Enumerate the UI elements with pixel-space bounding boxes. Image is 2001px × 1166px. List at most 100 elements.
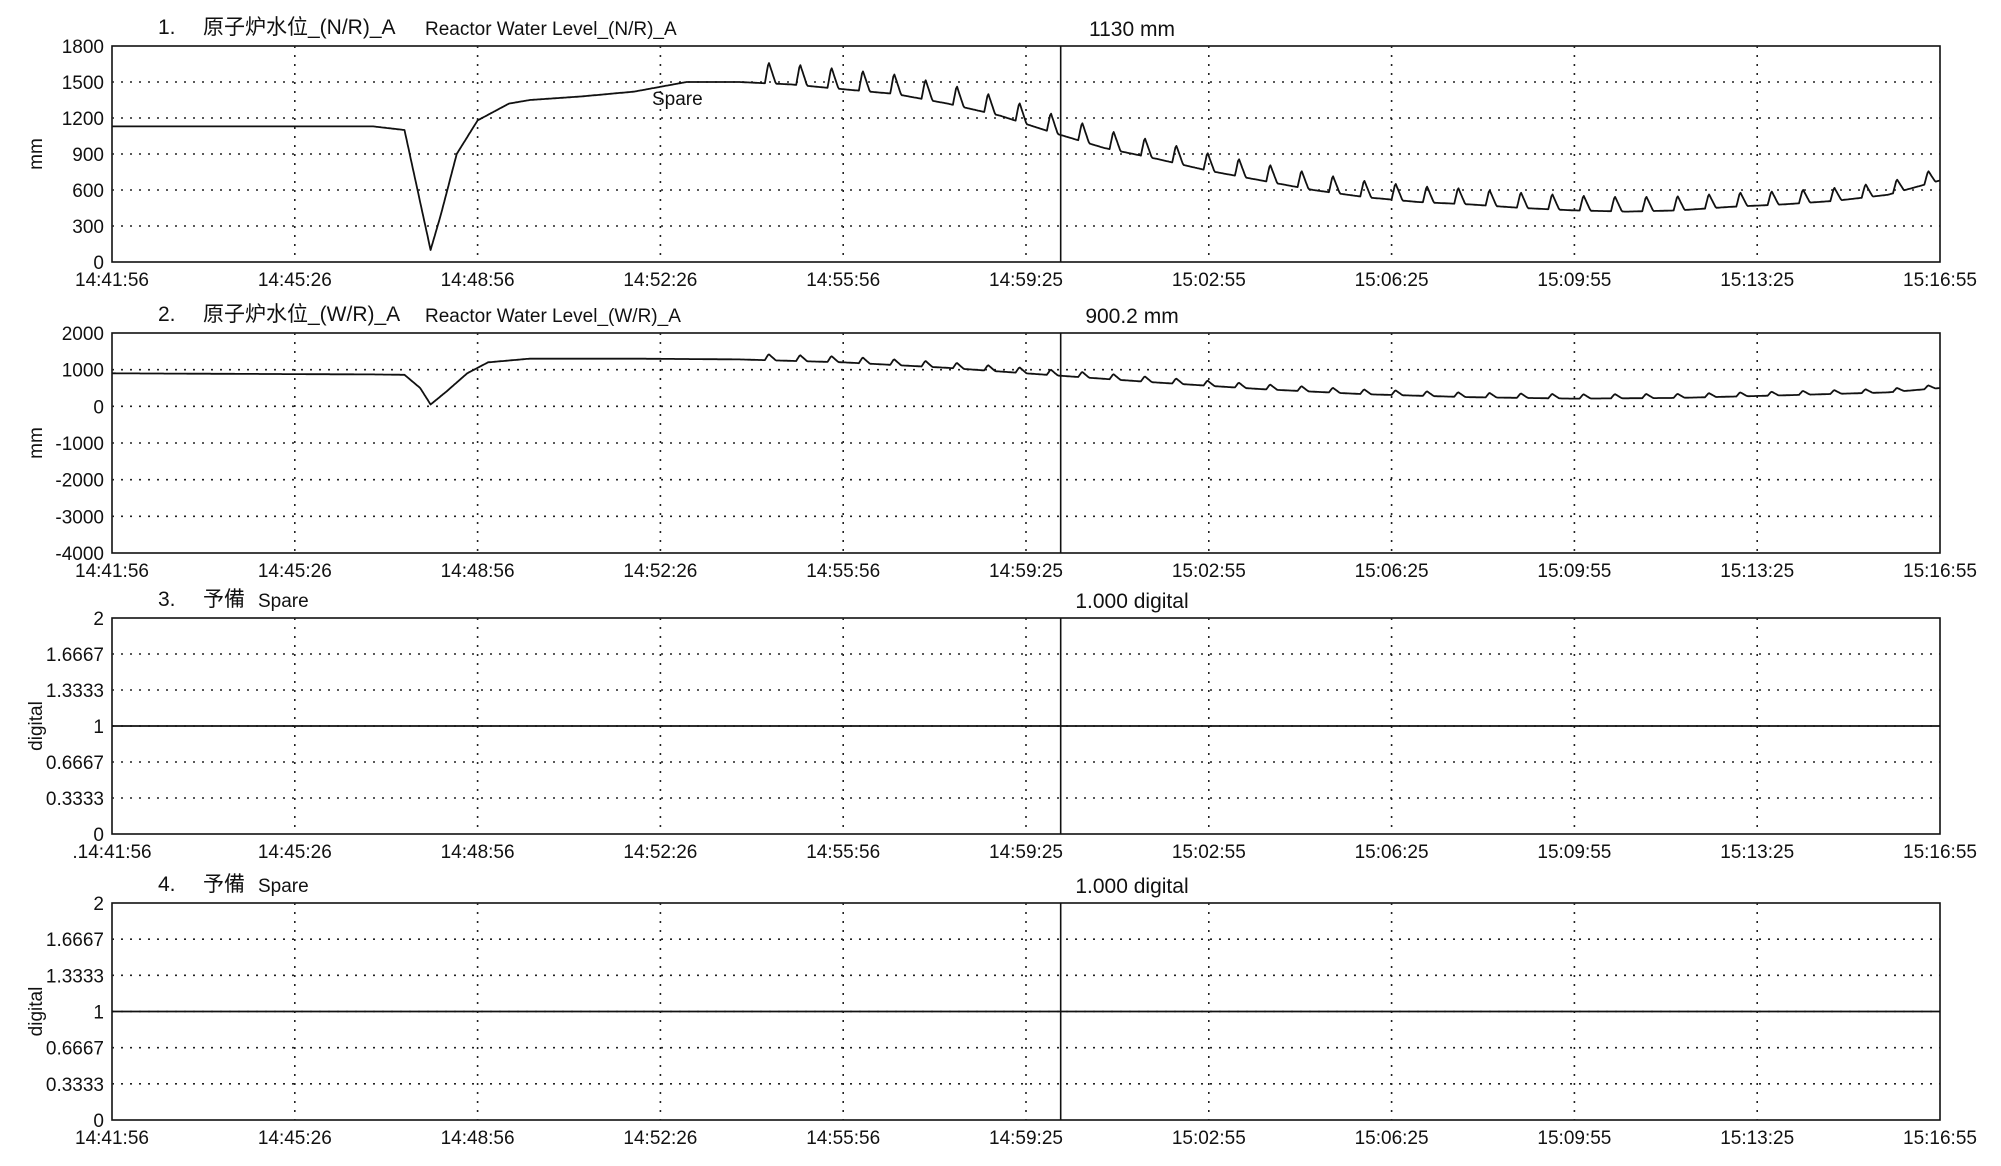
panel-index-label: 3.	[158, 588, 176, 611]
x-tick-label: 14:55:56	[806, 270, 880, 291]
panel-index-label: 1.	[158, 16, 176, 39]
chart-panel-3: 2 1.6667 1.3333 1 0.6667 0.3333 0.14:41:56 14:4…	[26, 588, 1977, 863]
x-tick-label: 14:41:56	[75, 1128, 149, 1149]
series-line-1	[112, 62, 1941, 251]
x-tick-label: 14:55:56	[806, 842, 880, 863]
x-tick-label: 15:06:25	[1355, 1128, 1429, 1149]
y-tick-label: 1.6667	[46, 645, 104, 666]
panel-index-label: 2.	[158, 303, 176, 326]
x-tick-label: .14:41:56	[72, 842, 151, 863]
x-tick-label: 15:13:25	[1720, 842, 1794, 863]
y-tick-label: 0.3333	[46, 789, 104, 810]
x-tick-label: 14:48:56	[441, 1128, 515, 1149]
x-tick-label: 15:09:55	[1537, 1128, 1611, 1149]
y-tick-label: 2000	[62, 324, 104, 345]
current-value-readout: 1.000 digital	[1075, 590, 1188, 613]
y-tick-label: 0.3333	[46, 1075, 104, 1096]
x-tick-label: 14:55:56	[806, 1128, 880, 1149]
x-tick-label: 15:13:25	[1720, 1128, 1794, 1149]
x-tick-label: 15:02:55	[1172, 842, 1246, 863]
panel-index-label: 4.	[158, 873, 176, 896]
y-tick-label: 1000	[62, 361, 104, 382]
x-tick-label: 14:45:26	[258, 561, 332, 582]
x-tick-label: 14:41:56	[75, 561, 149, 582]
x-tick-label: 14:55:56	[806, 561, 880, 582]
chart-panel-4: 2 1.6667 1.3333 1 0.6667 0.3333 014:41:56 14:45…	[26, 873, 1977, 1149]
y-tick-label: 0	[93, 397, 104, 418]
x-tick-label: 15:02:55	[1172, 561, 1246, 582]
plot-annotation: Spare	[652, 89, 703, 110]
y-tick-label: 0	[93, 825, 104, 846]
x-tick-label: 15:13:25	[1720, 561, 1794, 582]
y-tick-label: 1.3333	[46, 681, 104, 702]
y-tick-label: -4000	[55, 544, 104, 565]
y-tick-label: 0.6667	[46, 753, 104, 774]
y-tick-label: 1500	[62, 73, 104, 94]
x-tick-label: 15:09:55	[1537, 270, 1611, 291]
x-tick-label: 14:59:25	[989, 1128, 1063, 1149]
y-tick-label: -3000	[55, 507, 104, 528]
y-tick-label: 2	[93, 609, 104, 630]
x-tick-label: 14:52:26	[623, 561, 697, 582]
y-tick-label: 1	[93, 717, 104, 738]
y-tick-label: 600	[72, 181, 104, 202]
series-line-1	[112, 353, 1941, 406]
y-tick-label: 0	[93, 1111, 104, 1132]
x-tick-label: 14:52:26	[623, 270, 697, 291]
panel-subtitle: Reactor Water Level_(N/R)_A	[425, 19, 677, 40]
y-tick-label: 1.6667	[46, 930, 104, 951]
panel-title: 予備	[203, 873, 245, 896]
panel-subtitle: Reactor Water Level_(W/R)_A	[425, 306, 681, 327]
current-value-readout: 1130 mm	[1089, 18, 1175, 41]
chart-panel-1: 1800 1500 1200 900 600 300 014:41:56 14:45:26 14…	[26, 16, 1977, 291]
current-value-readout: 900.2 mm	[1085, 305, 1178, 328]
y-tick-label: 1200	[62, 109, 104, 130]
y-tick-label: -2000	[55, 471, 104, 492]
x-tick-label: 14:52:26	[623, 842, 697, 863]
y-axis-label: digital	[26, 701, 47, 751]
x-tick-label: 14:41:56	[75, 270, 149, 291]
x-tick-label: 14:45:26	[258, 270, 332, 291]
y-tick-label: 2	[93, 894, 104, 915]
x-tick-label: 14:48:56	[441, 842, 515, 863]
panel-title: 予備	[203, 588, 245, 611]
x-tick-label: 14:59:25	[989, 270, 1063, 291]
x-tick-label: 14:48:56	[441, 270, 515, 291]
y-tick-label: 1	[93, 1003, 104, 1024]
y-tick-label: 1.3333	[46, 966, 104, 987]
panel-subtitle: Spare	[258, 876, 309, 897]
y-axis-label: mm	[26, 427, 47, 459]
x-tick-label: 15:13:25	[1720, 270, 1794, 291]
current-value-readout: 1.000 digital	[1075, 875, 1188, 898]
x-tick-label: 15:09:55	[1537, 842, 1611, 863]
panel-title: 原子炉水位_(N/R)_A	[203, 16, 396, 39]
x-tick-label: 15:16:55	[1903, 270, 1977, 291]
x-tick-label: 15:16:55	[1903, 1128, 1977, 1149]
y-tick-label: -1000	[55, 434, 104, 455]
x-tick-label: 15:02:55	[1172, 1128, 1246, 1149]
x-tick-label: 14:59:25	[989, 842, 1063, 863]
x-tick-label: 15:06:25	[1355, 561, 1429, 582]
x-tick-label: 14:45:26	[258, 1128, 332, 1149]
y-tick-label: 0	[93, 253, 104, 274]
x-tick-label: 14:59:25	[989, 561, 1063, 582]
x-tick-label: 15:06:25	[1355, 270, 1429, 291]
x-tick-label: 15:09:55	[1537, 561, 1611, 582]
y-axis-label: digital	[26, 987, 47, 1037]
y-tick-label: 300	[72, 217, 104, 238]
panel-title: 原子炉水位_(W/R)_A	[203, 303, 400, 326]
x-tick-label: 14:52:26	[623, 1128, 697, 1149]
x-tick-label: 14:48:56	[441, 561, 515, 582]
y-tick-label: 900	[72, 145, 104, 166]
y-axis-label: mm	[26, 138, 47, 170]
panel-subtitle: Spare	[258, 591, 309, 612]
x-tick-label: 15:06:25	[1355, 842, 1429, 863]
y-tick-label: 1800	[62, 37, 104, 58]
x-tick-label: 14:45:26	[258, 842, 332, 863]
x-tick-label: 15:02:55	[1172, 270, 1246, 291]
y-tick-label: 0.6667	[46, 1039, 104, 1060]
x-tick-label: 15:16:55	[1903, 561, 1977, 582]
